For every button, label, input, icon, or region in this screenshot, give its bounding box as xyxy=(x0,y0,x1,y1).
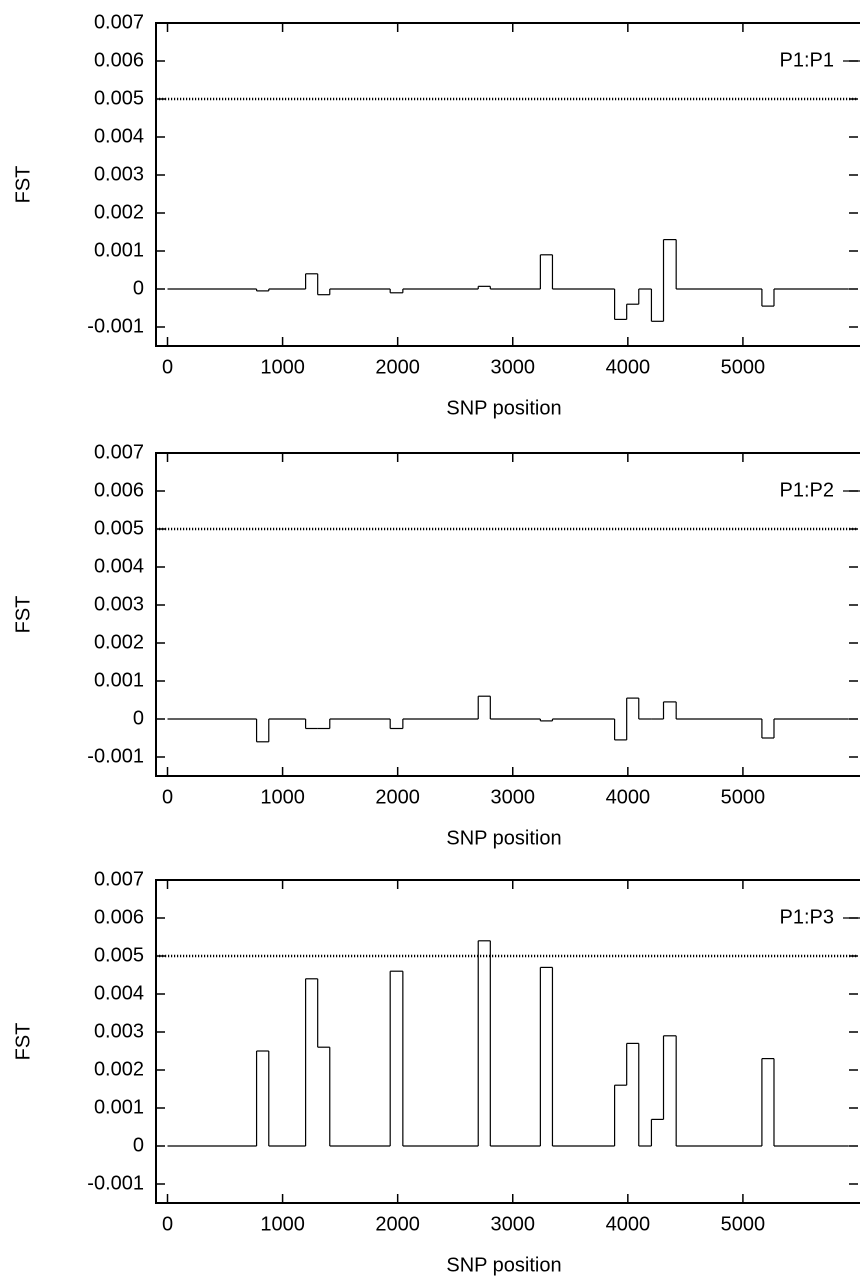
y-tick-label: 0.004 xyxy=(94,555,144,577)
y-tick-label: -0.001 xyxy=(87,1172,144,1194)
x-axis-label: SNP position xyxy=(446,827,561,849)
y-tick-label: 0.003 xyxy=(94,1020,144,1042)
panel: -0.001 0 0.001 0.002 0.003 0.004 0.005 0.006 0.0… xyxy=(12,11,860,419)
y-tick-label: 0.003 xyxy=(94,163,144,185)
panel: -0.001 0 0.001 0.002 0.003 0.004 0.005 0.006 0.0… xyxy=(12,868,860,1276)
y-tick-label: 0.001 xyxy=(94,1096,144,1118)
x-tick-label: 5000 xyxy=(721,1213,766,1235)
panel: -0.001 0 0.001 0.002 0.003 0.004 0.005 0.006 0.0… xyxy=(12,441,860,849)
legend-label: P1:P3 xyxy=(780,906,834,928)
y-tick-label: 0.007 xyxy=(94,868,144,890)
plot-frame xyxy=(155,452,860,777)
x-tick-label: 1000 xyxy=(260,1213,305,1235)
x-tick-label: 0 xyxy=(162,786,173,808)
x-tick-label: 2000 xyxy=(375,786,420,808)
y-tick-label: 0.007 xyxy=(94,441,144,463)
y-tick-label: 0.004 xyxy=(94,125,144,147)
x-tick-label: 3000 xyxy=(491,786,536,808)
x-tick-label: 0 xyxy=(162,1213,173,1235)
y-axis-label: FST xyxy=(12,1023,34,1061)
x-tick-label: 3000 xyxy=(491,356,536,378)
x-tick-label: 1000 xyxy=(260,786,305,808)
y-tick-label: 0.001 xyxy=(94,669,144,691)
y-tick-label: 0.005 xyxy=(94,517,144,539)
y-tick-label: 0.005 xyxy=(94,944,144,966)
x-tick-label: 1000 xyxy=(260,356,305,378)
x-tick-label: 4000 xyxy=(606,356,651,378)
y-tick-label: 0.002 xyxy=(94,201,144,223)
y-tick-label: 0.007 xyxy=(94,11,144,33)
y-tick-label: 0 xyxy=(133,277,144,299)
y-tick-label: 0.003 xyxy=(94,593,144,615)
y-tick-label: 0 xyxy=(133,707,144,729)
legend-label: P1:P1 xyxy=(780,49,834,71)
x-tick-label: 0 xyxy=(162,356,173,378)
x-tick-label: 4000 xyxy=(606,1213,651,1235)
y-axis-label: FST xyxy=(12,596,34,634)
y-tick-label: -0.001 xyxy=(87,745,144,767)
y-tick-label: -0.001 xyxy=(87,315,144,337)
x-tick-label: 5000 xyxy=(721,356,766,378)
y-tick-label: 0.004 xyxy=(94,982,144,1004)
x-tick-label: 5000 xyxy=(721,786,766,808)
y-tick-label: 0 xyxy=(133,1134,144,1156)
plot-frame xyxy=(155,879,860,1204)
x-tick-label: 2000 xyxy=(375,356,420,378)
y-tick-label: 0.006 xyxy=(94,49,144,71)
y-tick-label: 0.006 xyxy=(94,479,144,501)
y-tick-label: 0.002 xyxy=(94,1058,144,1080)
x-tick-label: 2000 xyxy=(375,1213,420,1235)
x-tick-label: 4000 xyxy=(606,786,651,808)
x-axis-label: SNP position xyxy=(446,1254,561,1276)
x-tick-label: 3000 xyxy=(491,1213,536,1235)
y-tick-label: 0.006 xyxy=(94,906,144,928)
y-tick-label: 0.005 xyxy=(94,87,144,109)
legend-label: P1:P2 xyxy=(780,479,834,501)
y-tick-label: 0.002 xyxy=(94,631,144,653)
y-axis-label: FST xyxy=(12,166,34,204)
plot-frame xyxy=(155,22,860,347)
x-axis-label: SNP position xyxy=(446,397,561,419)
y-tick-label: 0.001 xyxy=(94,239,144,261)
